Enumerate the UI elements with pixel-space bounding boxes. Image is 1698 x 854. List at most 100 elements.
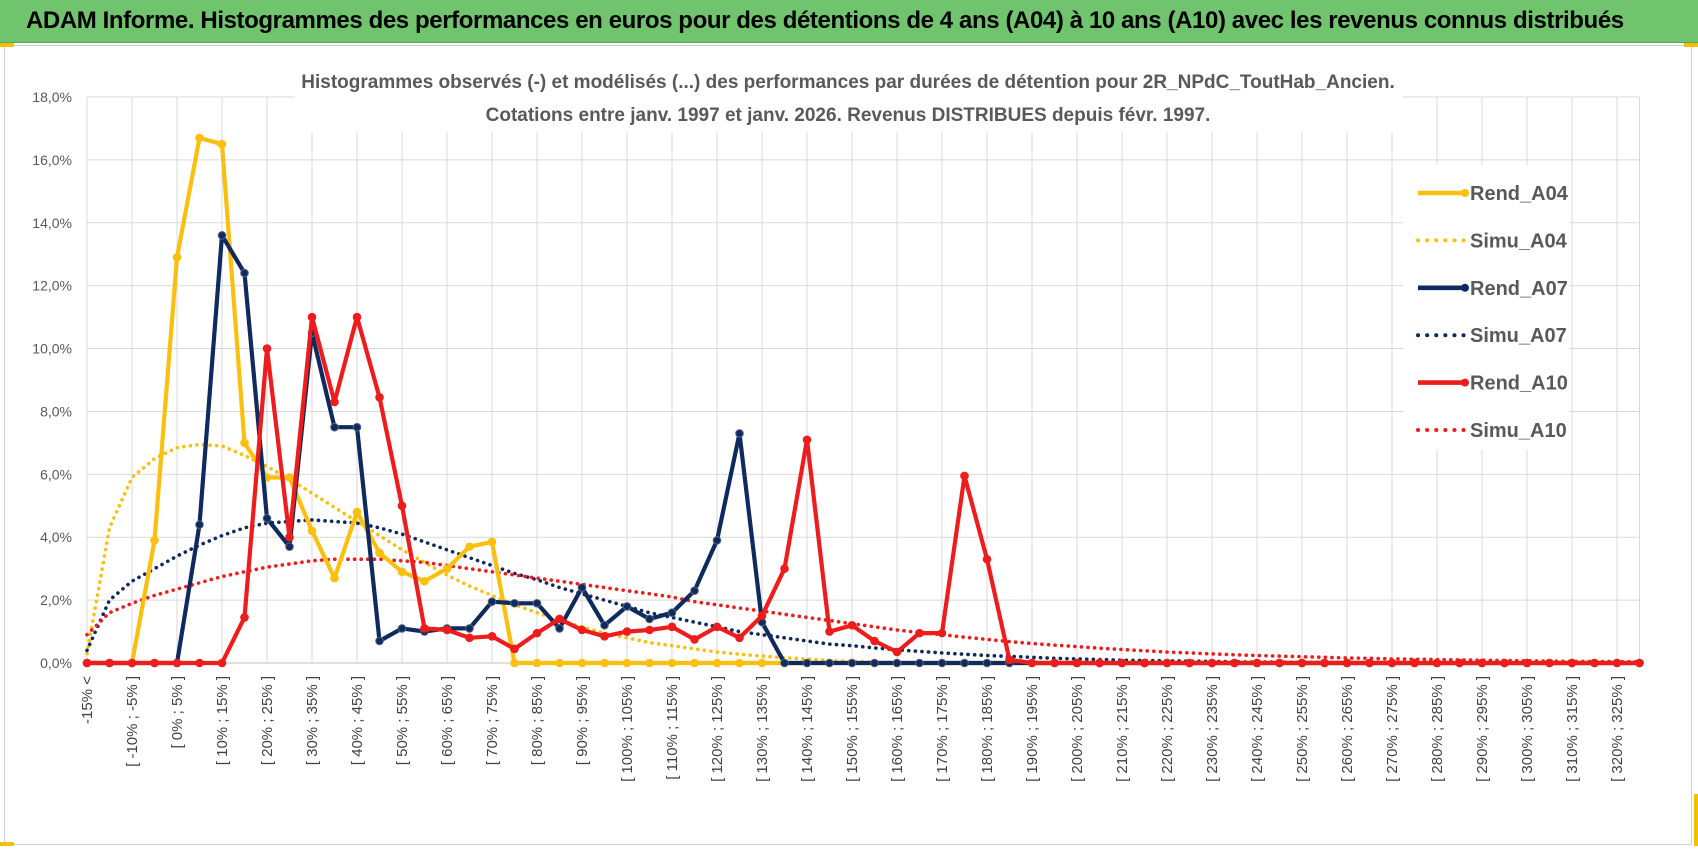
data-point	[960, 471, 969, 481]
x-tick-label: [ 70% ; 75% ]	[484, 676, 501, 765]
series-line-simu-a07	[85, 518, 1642, 665]
data-point	[1252, 658, 1262, 668]
data-point	[465, 542, 474, 551]
data-point	[127, 658, 137, 668]
data-point	[1320, 658, 1329, 668]
data-point	[622, 602, 632, 611]
data-point	[577, 583, 587, 592]
data-point	[712, 658, 722, 668]
data-point	[690, 658, 699, 668]
corner-mark-bottom-left	[0, 842, 14, 846]
data-point	[487, 631, 497, 641]
x-tick-label: [ 220% ; 225% ]	[1159, 676, 1176, 782]
x-tick-label: [ 60% ; 65% ]	[439, 676, 456, 765]
series-layer	[82, 133, 1644, 668]
data-point	[622, 658, 632, 668]
data-point	[825, 658, 834, 668]
data-point	[330, 397, 339, 407]
x-tick-label: [ 180% ; 185% ]	[979, 676, 996, 782]
x-tick-label: [ 240% ; 245% ]	[1249, 676, 1266, 782]
data-point	[1500, 658, 1509, 668]
x-tick-label: -15% <	[79, 676, 96, 724]
data-point	[240, 438, 249, 448]
data-point	[1230, 658, 1239, 668]
data-point	[847, 620, 857, 630]
legend-label: Rend_A04	[1470, 183, 1569, 205]
data-point	[577, 625, 587, 635]
data-point	[465, 633, 474, 643]
legend-item-simu-a04: Simu_A04	[1416, 230, 1568, 252]
data-point	[600, 620, 609, 630]
legend-background	[1403, 165, 1569, 450]
x-tick-label: [ 260% ; 265% ]	[1339, 676, 1356, 782]
data-point	[1342, 658, 1352, 668]
x-tick-label: [ 210% ; 215% ]	[1114, 676, 1131, 782]
chart-subtitle: Cotations entre janv. 1997 et janv. 2026…	[486, 105, 1211, 126]
x-axis-ticks: -15% < [ -10% ; -5% ] [ 0% ; 5% ] [ 10% ; 1…	[79, 676, 1626, 782]
series-rend-a10	[82, 312, 1644, 668]
x-tick-label: [ 30% ; 35% ]	[304, 676, 321, 765]
x-tick-label: [ 170% ; 175% ]	[934, 676, 951, 782]
data-point	[532, 628, 542, 638]
data-point	[465, 624, 474, 633]
legend-marker	[1461, 378, 1469, 387]
data-point	[600, 658, 609, 668]
data-point	[1117, 658, 1127, 668]
chart-frame	[4, 45, 1692, 845]
data-point	[1432, 658, 1442, 668]
data-point	[667, 622, 677, 632]
data-point	[982, 658, 992, 668]
data-point	[712, 536, 722, 545]
data-point	[892, 647, 902, 657]
data-point	[1522, 658, 1532, 668]
data-point	[757, 611, 767, 621]
data-point	[397, 567, 407, 577]
legend-item-rend-a04: Rend_A04	[1418, 183, 1569, 205]
data-point	[892, 658, 902, 668]
x-tick-label: [ 190% ; 195% ]	[1024, 676, 1041, 782]
x-tick-label: [ 130% ; 135% ]	[754, 676, 771, 782]
data-point	[532, 658, 542, 668]
data-point	[217, 658, 227, 668]
y-tick-label: 12,0%	[32, 278, 72, 294]
data-point	[1050, 658, 1059, 668]
x-tick-label: [ 270% ; 275% ]	[1384, 676, 1401, 782]
series-line-simu-a04	[85, 442, 1642, 665]
data-point	[1387, 658, 1397, 668]
data-point	[285, 542, 294, 551]
data-point	[802, 658, 812, 668]
data-point	[397, 501, 407, 511]
corner-mark-bottom-right	[1694, 794, 1698, 846]
data-point	[195, 133, 204, 143]
x-tick-label: [ 300% ; 305% ]	[1519, 676, 1536, 782]
data-point	[1005, 655, 1014, 665]
data-point	[307, 526, 317, 536]
legend-label: Simu_A07	[1470, 325, 1567, 347]
data-point	[1455, 658, 1464, 668]
x-tick-label: [ 280% ; 285% ]	[1429, 676, 1446, 782]
data-point	[1275, 658, 1284, 668]
data-point	[690, 586, 699, 595]
data-point	[780, 658, 789, 668]
y-tick-label: 18,0%	[32, 89, 72, 105]
data-point	[1095, 658, 1104, 668]
x-tick-label: [ 320% ; 325% ]	[1609, 676, 1626, 782]
data-point	[1297, 658, 1307, 668]
data-point	[442, 625, 452, 635]
data-point	[622, 627, 632, 636]
data-point	[667, 608, 677, 617]
x-tick-label: [ 20% ; 25% ]	[259, 676, 276, 765]
data-point	[510, 658, 519, 668]
data-point	[915, 658, 924, 668]
data-point	[397, 624, 407, 633]
data-point	[577, 658, 587, 668]
data-point	[195, 520, 204, 529]
data-point	[555, 624, 564, 633]
data-point	[757, 658, 767, 668]
data-point	[555, 614, 564, 624]
data-point	[487, 537, 497, 547]
data-point	[735, 633, 744, 643]
x-tick-label: [ 90% ; 95% ]	[574, 676, 591, 765]
data-point	[172, 253, 182, 262]
data-point	[735, 658, 744, 668]
